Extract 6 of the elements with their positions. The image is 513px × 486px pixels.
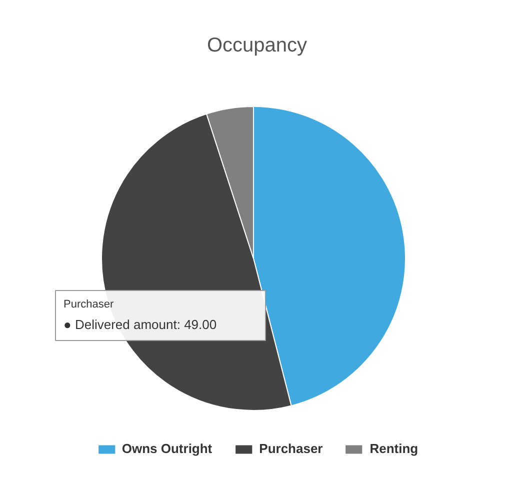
text: ● Delivered amount: 49.00 [64,317,217,332]
chart-title: Occupancy [206,34,308,56]
legend-label: Renting [370,441,418,456]
legend-label: Purchaser [259,441,323,456]
legend-label: Owns Outright [122,441,212,456]
text: Purchaser [64,298,114,310]
